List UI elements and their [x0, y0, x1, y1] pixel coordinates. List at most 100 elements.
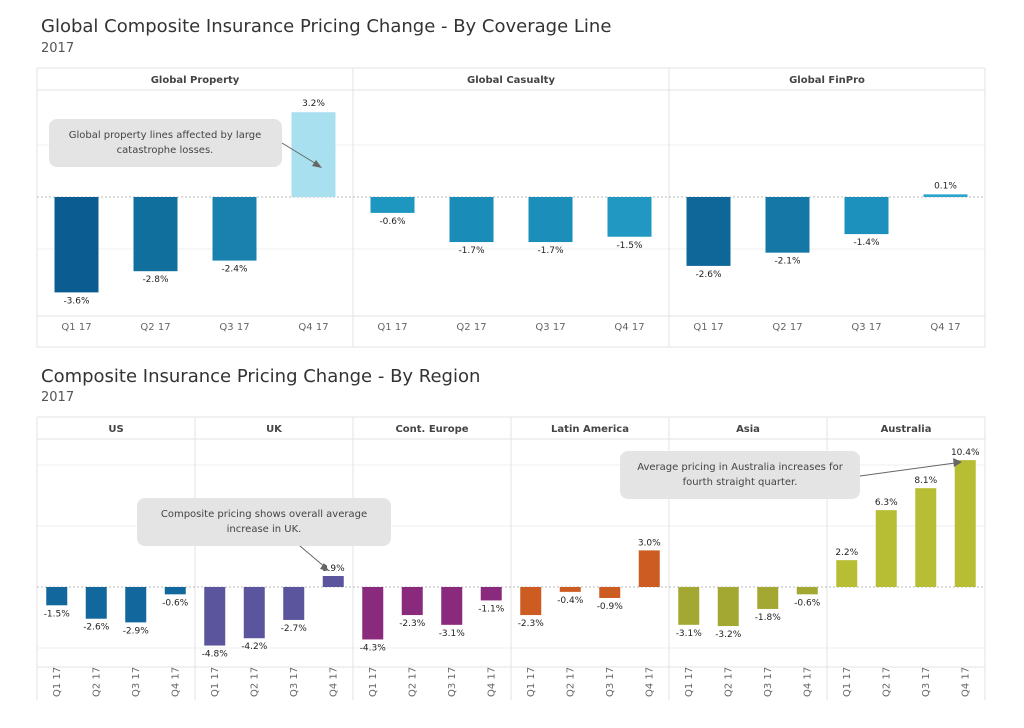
chart2-bar: [599, 587, 621, 598]
chart1-title: Global Composite Insurance Pricing Chang…: [41, 16, 612, 37]
chart2-panel-header: Australia: [881, 424, 932, 435]
chart2-data-label: -0.9%: [597, 602, 624, 612]
chart2-data-label: 0.9%: [322, 564, 345, 574]
chart2-bar: [796, 587, 818, 595]
chart2-annotation-au-arrowhead: [953, 458, 962, 467]
chart2-bar: [441, 587, 463, 625]
chart2-bar: [480, 587, 502, 601]
chart2-bar: [954, 460, 976, 587]
chart2-annotation-uk-arrowhead: [320, 563, 329, 571]
chart1-data-label: -1.4%: [853, 238, 880, 248]
chart1-data-label: -2.4%: [221, 265, 248, 275]
chart2-x-tick: Q3 17: [763, 667, 774, 697]
chart2-x-tick: Q2 17: [723, 667, 734, 697]
chart2-data-label: -2.3%: [399, 619, 426, 629]
chart2-bar: [757, 587, 779, 609]
chart1-x-tick: Q4 17: [930, 322, 960, 333]
chart1-data-label: -1.7%: [537, 246, 564, 256]
chart1-data-label: -2.6%: [695, 270, 722, 280]
chart1-bar: [686, 197, 731, 266]
chart2-bar: [362, 587, 384, 640]
chart2-bar: [283, 587, 305, 620]
chart2-annotation-au-text: fourth straight quarter.: [683, 477, 798, 488]
chart1-panel-header: Global Property: [151, 75, 240, 86]
chart2-x-tick: Q3 17: [131, 667, 142, 697]
chart2-bar: [559, 587, 581, 592]
chart2-data-label: -1.8%: [755, 613, 782, 623]
chart2-panel-header: UK: [266, 424, 283, 435]
chart2-data-label: 3.0%: [638, 538, 661, 548]
chart2-x-tick: Q1 17: [526, 667, 537, 697]
chart2-data-label: -3.2%: [715, 630, 742, 640]
chart1-panel-header: Global FinPro: [789, 75, 865, 86]
chart2-data-label: -3.1%: [439, 629, 466, 639]
chart2-x-tick: Q2 17: [881, 667, 892, 697]
chart2-x-tick: Q4 17: [328, 667, 339, 697]
chart1-bar: [291, 112, 336, 197]
chart1-subtitle: 2017: [41, 41, 75, 56]
chart1-data-label: -1.5%: [616, 241, 643, 251]
chart2-annotation-uk-text: Composite pricing shows overall average: [161, 509, 367, 520]
chart2-bar: [322, 576, 344, 587]
chart2-data-label: -2.3%: [518, 619, 545, 629]
chart2-panel-header: Latin America: [551, 424, 629, 435]
chart2-bar: [638, 550, 660, 587]
chart2-bar: [915, 488, 937, 587]
chart1-x-tick: Q4 17: [614, 322, 644, 333]
chart1-x-tick: Q3 17: [219, 322, 249, 333]
chart2-annotation-au-arrow: [859, 462, 956, 477]
chart1-annotation-text: Global property lines affected by large: [69, 130, 262, 141]
chart2-annotation-au-text: Average pricing in Australia increases f…: [637, 462, 844, 473]
chart2-x-tick: Q1 17: [842, 667, 853, 697]
chart2-panel-header: US: [108, 424, 123, 435]
chart2-bar: [717, 587, 739, 627]
chart2-bar: [836, 560, 858, 587]
chart1-annotation-text: catastrophe losses.: [117, 145, 214, 156]
chart1-bar: [370, 197, 415, 213]
chart2-data-label: -1.1%: [478, 604, 505, 614]
chart2-x-tick: Q2 17: [249, 667, 260, 697]
chart2-annotation-uk-box: [137, 498, 391, 546]
chart1-annotation-arrowhead: [312, 160, 322, 168]
chart2-data-label: 10.4%: [951, 448, 980, 458]
chart1-x-tick: Q2 17: [456, 322, 486, 333]
chart1-bar: [449, 197, 494, 243]
chart1-bar: [133, 197, 178, 272]
chart1-data-label: -2.8%: [142, 275, 169, 285]
chart1-bar: [607, 197, 652, 237]
chart2-x-tick: Q4 17: [644, 667, 655, 697]
chart1-bar: [212, 197, 257, 261]
chart1-x-tick: Q2 17: [140, 322, 170, 333]
chart1-x-tick: Q1 17: [61, 322, 91, 333]
chart1-data-label: -2.1%: [774, 257, 801, 267]
chart2-data-label: -4.8%: [202, 650, 229, 660]
chart2-x-tick: Q1 17: [368, 667, 379, 697]
chart2-x-tick: Q4 17: [486, 667, 497, 697]
chart2-x-tick: Q1 17: [210, 667, 221, 697]
chart2-x-tick: Q2 17: [91, 667, 102, 697]
chart1-annotation-box: [49, 119, 282, 167]
chart1-bar: [528, 197, 573, 243]
chart2-x-tick: Q4 17: [170, 667, 181, 697]
chart1-bar: [765, 197, 810, 253]
chart1-x-tick: Q4 17: [298, 322, 328, 333]
chart1-data-label: -0.6%: [379, 217, 406, 227]
chart2-x-tick: Q4 17: [802, 667, 813, 697]
chart1-x-tick: Q3 17: [535, 322, 565, 333]
chart2-data-label: -0.4%: [557, 596, 584, 606]
chart2-data-label: 2.2%: [835, 548, 858, 558]
chart2-data-label: -2.6%: [83, 623, 110, 633]
chart2-bar: [875, 510, 897, 587]
chart2-x-tick: Q3 17: [447, 667, 458, 697]
chart1-data-label: 0.1%: [934, 181, 957, 191]
chart1-x-tick: Q1 17: [693, 322, 723, 333]
chart1-data-label: -3.6%: [63, 296, 90, 306]
chart1-x-tick: Q3 17: [851, 322, 881, 333]
chart2-annotation-uk-text: increase in UK.: [227, 524, 302, 535]
chart2-bar: [204, 587, 226, 646]
chart2-data-label: 8.1%: [914, 476, 937, 486]
chart2-data-label: -2.7%: [281, 624, 308, 634]
chart2-data-label: -2.9%: [123, 626, 150, 636]
chart2-annotation-uk-arrow: [299, 545, 327, 569]
chart2-x-tick: Q2 17: [407, 667, 418, 697]
